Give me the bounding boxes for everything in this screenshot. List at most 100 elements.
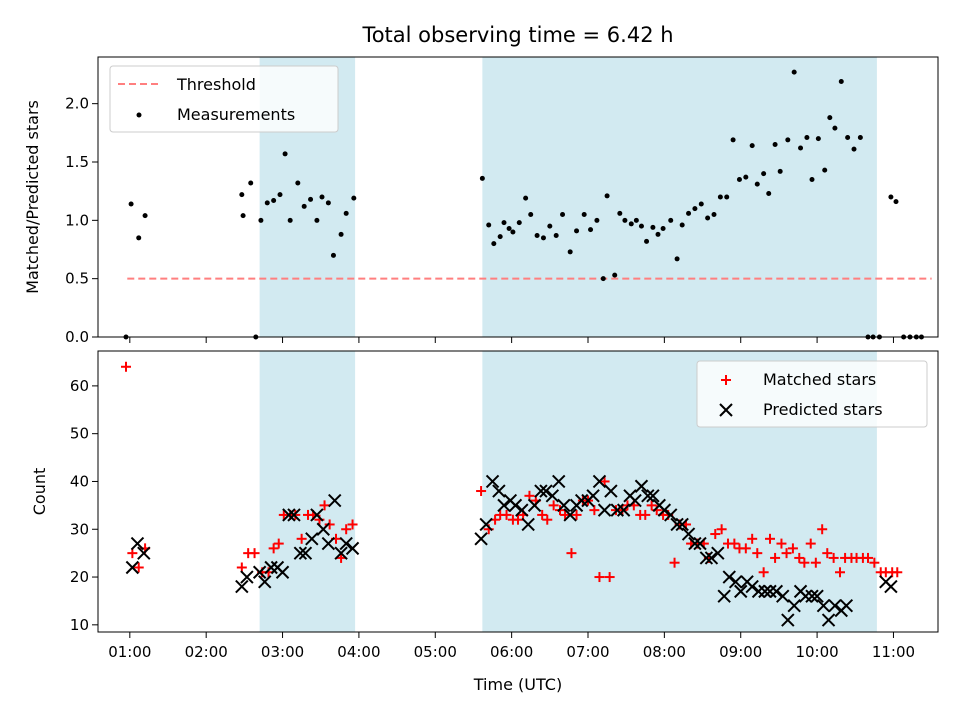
predicted-star-point-b <box>275 565 290 579</box>
legend-measurements-label: Measurements <box>177 105 295 124</box>
legend-predicted-label: Predicted stars <box>763 400 883 419</box>
measurement-point <box>567 249 573 255</box>
predicted-star-point <box>734 584 748 599</box>
predicted-star-point-b <box>805 589 819 603</box>
measurement-point <box>343 210 349 216</box>
measurement-point <box>668 217 674 223</box>
predicted-star-point-b <box>781 613 795 627</box>
predicted-star-point-b <box>552 474 566 489</box>
measurement-point <box>705 215 711 221</box>
matched-star-point <box>121 361 131 372</box>
predicted-star-point <box>681 527 696 541</box>
predicted-star-point <box>758 584 772 599</box>
predicted-star-point <box>646 489 660 503</box>
predicted-star-point-b <box>264 560 278 575</box>
measurement-point <box>749 143 755 149</box>
predicted-star-point <box>275 565 290 579</box>
predicted-star-point <box>521 517 535 532</box>
top-x-ticks <box>129 337 894 343</box>
measurement-point <box>330 252 336 258</box>
top-y-ticks: 0.0 0.5 1.0 1.5 2.0 <box>65 95 98 346</box>
predicted-star-point <box>610 503 624 517</box>
measurement-point <box>325 200 331 206</box>
measurement-point <box>628 221 634 227</box>
predicted-star-point <box>810 589 824 603</box>
predicted-star-point <box>763 584 777 599</box>
predicted-star-point <box>597 503 612 517</box>
predicted-star-point-b <box>884 579 898 594</box>
predicted-star-point-b <box>130 536 145 551</box>
predicted-star-point <box>828 599 842 613</box>
predicted-star-point-b <box>321 536 336 551</box>
predicted-star-point-b <box>252 565 267 579</box>
matched-star-point <box>765 533 775 544</box>
matched-star-point <box>336 552 347 563</box>
predicted-star-point <box>479 517 493 532</box>
y-tick-label: 10 <box>70 616 89 634</box>
predicted-star-point-b <box>828 599 842 613</box>
matched-star-point <box>268 543 279 554</box>
matched-star-point <box>835 567 845 578</box>
measurement-point <box>851 146 857 152</box>
measurement-point <box>791 69 797 75</box>
measurement-point <box>588 227 594 233</box>
predicted-star-point <box>641 489 655 503</box>
measurement-point <box>679 222 685 228</box>
measurement-point <box>506 226 512 231</box>
predicted-star-point-b <box>137 546 151 560</box>
matched-star-point <box>347 519 358 530</box>
predicted-star-point <box>657 503 672 517</box>
measurement-point <box>785 137 791 143</box>
measurement-point <box>314 217 320 223</box>
measurement-point <box>761 171 767 177</box>
predicted-star-point <box>722 570 736 584</box>
predicted-star-point <box>474 532 488 546</box>
predicted-star-point-b <box>328 493 342 508</box>
measurement-point <box>612 272 618 278</box>
matched-star-point <box>770 552 781 563</box>
measurement-point <box>622 217 628 223</box>
measurement-point <box>809 177 815 182</box>
predicted-star-point-b <box>810 589 824 603</box>
predicted-star-point <box>130 536 145 551</box>
predicted-star-point-b <box>745 579 759 594</box>
predicted-star-point-b <box>515 503 529 517</box>
matched-star-point <box>542 514 553 525</box>
matched-star-point <box>133 562 144 573</box>
legend-predicted-marker-b <box>719 403 733 417</box>
predicted-star-point <box>492 484 506 498</box>
y-tick-label: 50 <box>70 425 89 443</box>
predicted-star-point <box>670 517 684 532</box>
measurement-point <box>600 276 606 282</box>
predicted-star-point <box>586 489 600 503</box>
top-y-axis-label: Matched/Predicted stars <box>23 100 42 294</box>
predicted-star-point-b <box>563 508 577 522</box>
predicted-star-point-b <box>287 508 301 522</box>
measurement-point <box>754 181 760 187</box>
bottom-x-ticks: 01:00 02:00 03:00 04:00 05:00 06:00 07:00 08:00… <box>108 632 915 661</box>
measurement-point <box>804 135 810 140</box>
predicted-star-point <box>839 599 854 613</box>
matched-star-point <box>476 486 487 497</box>
measurement-point <box>686 210 692 216</box>
predicted-star-point-b <box>345 541 360 556</box>
bottom-axes-frame <box>97 350 939 633</box>
predicted-star-point <box>798 589 813 603</box>
predicted-star-point <box>293 546 308 560</box>
measurement-point <box>692 206 698 212</box>
top-data <box>123 69 932 340</box>
predicted-star-point <box>282 508 296 522</box>
predicted-star-point <box>508 498 523 513</box>
matched-star-point <box>560 509 571 520</box>
predicted-star-point <box>805 589 819 603</box>
measurement-point <box>857 135 863 140</box>
top-axes-frame <box>97 56 939 338</box>
predicted-star-point-b <box>816 599 831 613</box>
measurement-point <box>523 195 529 201</box>
matched-star-point <box>640 509 651 520</box>
measurement-point <box>574 228 580 234</box>
x-tick-label: 06:00 <box>490 643 533 661</box>
predicted-star-point-b <box>298 546 313 560</box>
predicted-star-point-b <box>293 546 308 560</box>
predicted-star-point-b <box>610 503 624 517</box>
